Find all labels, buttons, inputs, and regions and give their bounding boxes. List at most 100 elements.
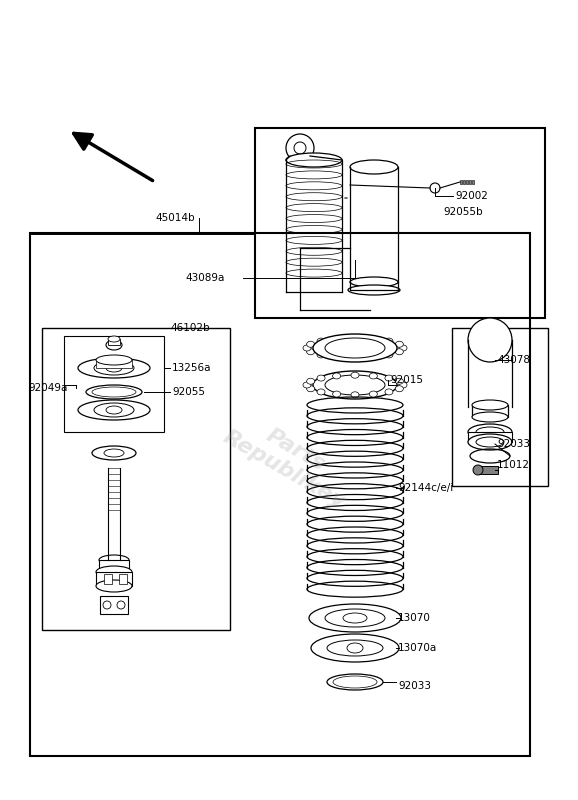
Text: 92002: 92002 (455, 191, 488, 201)
Text: 92049a: 92049a (28, 383, 68, 393)
Text: 92033: 92033 (398, 681, 431, 691)
Ellipse shape (332, 336, 340, 342)
Ellipse shape (350, 160, 398, 174)
Ellipse shape (317, 338, 325, 344)
Ellipse shape (325, 338, 385, 358)
Ellipse shape (106, 340, 122, 350)
Bar (104, 574, 112, 584)
Ellipse shape (307, 349, 314, 354)
Bar (99, 560, 129, 572)
Bar (463, 180, 465, 184)
Ellipse shape (317, 352, 325, 358)
Bar (100, 596, 128, 614)
Bar (472, 180, 474, 184)
Ellipse shape (395, 378, 403, 384)
Ellipse shape (369, 391, 377, 397)
Ellipse shape (351, 355, 359, 361)
Ellipse shape (104, 449, 124, 457)
Ellipse shape (476, 427, 504, 437)
Text: 45014b: 45014b (155, 213, 195, 223)
Ellipse shape (348, 285, 400, 295)
Bar (472, 405, 508, 417)
Ellipse shape (303, 345, 311, 351)
Ellipse shape (311, 634, 399, 662)
Ellipse shape (78, 358, 150, 378)
Bar (452, 328, 548, 486)
Text: 92144c/e/i: 92144c/e/i (398, 483, 453, 493)
Ellipse shape (468, 424, 512, 440)
Bar (469, 180, 471, 184)
Ellipse shape (103, 601, 111, 609)
Ellipse shape (369, 336, 377, 342)
Ellipse shape (307, 342, 314, 347)
Ellipse shape (468, 318, 512, 362)
Text: 92015: 92015 (390, 375, 423, 385)
Text: 92055b: 92055b (443, 207, 483, 217)
Ellipse shape (313, 371, 397, 399)
Ellipse shape (430, 183, 440, 193)
Text: Parts
Republikey: Parts Republikey (220, 407, 361, 513)
Ellipse shape (99, 555, 129, 565)
Ellipse shape (351, 392, 359, 398)
Ellipse shape (468, 434, 512, 450)
Bar (30, 233, 530, 756)
Ellipse shape (117, 601, 125, 609)
Ellipse shape (385, 375, 393, 381)
Bar (466, 180, 468, 184)
Ellipse shape (325, 375, 385, 395)
Bar (478, 466, 498, 474)
Ellipse shape (385, 389, 393, 395)
Ellipse shape (286, 134, 314, 162)
Ellipse shape (313, 334, 397, 362)
Ellipse shape (395, 342, 403, 347)
Ellipse shape (78, 400, 150, 420)
Bar (468, 432, 512, 442)
Ellipse shape (476, 437, 504, 447)
Ellipse shape (347, 643, 363, 653)
Bar (64, 336, 164, 432)
Ellipse shape (332, 373, 340, 379)
Ellipse shape (472, 400, 508, 410)
Ellipse shape (307, 378, 314, 384)
Ellipse shape (332, 354, 340, 360)
Ellipse shape (317, 375, 325, 381)
Bar (42, 328, 230, 630)
Ellipse shape (399, 345, 407, 351)
Text: 43089a: 43089a (185, 273, 224, 283)
Bar (96, 360, 132, 368)
Ellipse shape (472, 412, 508, 422)
Ellipse shape (303, 382, 311, 388)
Ellipse shape (385, 352, 393, 358)
Ellipse shape (333, 676, 377, 688)
Ellipse shape (351, 335, 359, 341)
Text: 43078: 43078 (497, 355, 530, 365)
Bar (460, 180, 462, 184)
Ellipse shape (92, 446, 136, 460)
Ellipse shape (350, 277, 398, 287)
Text: 11012: 11012 (497, 460, 530, 470)
Ellipse shape (309, 604, 401, 632)
Text: 46102b: 46102b (170, 323, 210, 333)
Text: 13256a: 13256a (172, 363, 212, 373)
Ellipse shape (317, 389, 325, 395)
Ellipse shape (96, 580, 132, 592)
Bar (108, 339, 120, 345)
Ellipse shape (106, 364, 122, 372)
Ellipse shape (96, 355, 132, 365)
Ellipse shape (351, 372, 359, 378)
Bar (255, 128, 545, 318)
Ellipse shape (369, 354, 377, 360)
Ellipse shape (395, 386, 403, 392)
Text: 92033: 92033 (497, 439, 530, 449)
Ellipse shape (332, 391, 340, 397)
Ellipse shape (294, 142, 306, 154)
Ellipse shape (327, 640, 383, 656)
Ellipse shape (96, 566, 132, 578)
Ellipse shape (286, 153, 342, 167)
Ellipse shape (92, 387, 136, 397)
Ellipse shape (399, 382, 407, 388)
Ellipse shape (385, 338, 393, 344)
Ellipse shape (307, 386, 314, 392)
Ellipse shape (94, 361, 134, 375)
Ellipse shape (94, 403, 134, 417)
